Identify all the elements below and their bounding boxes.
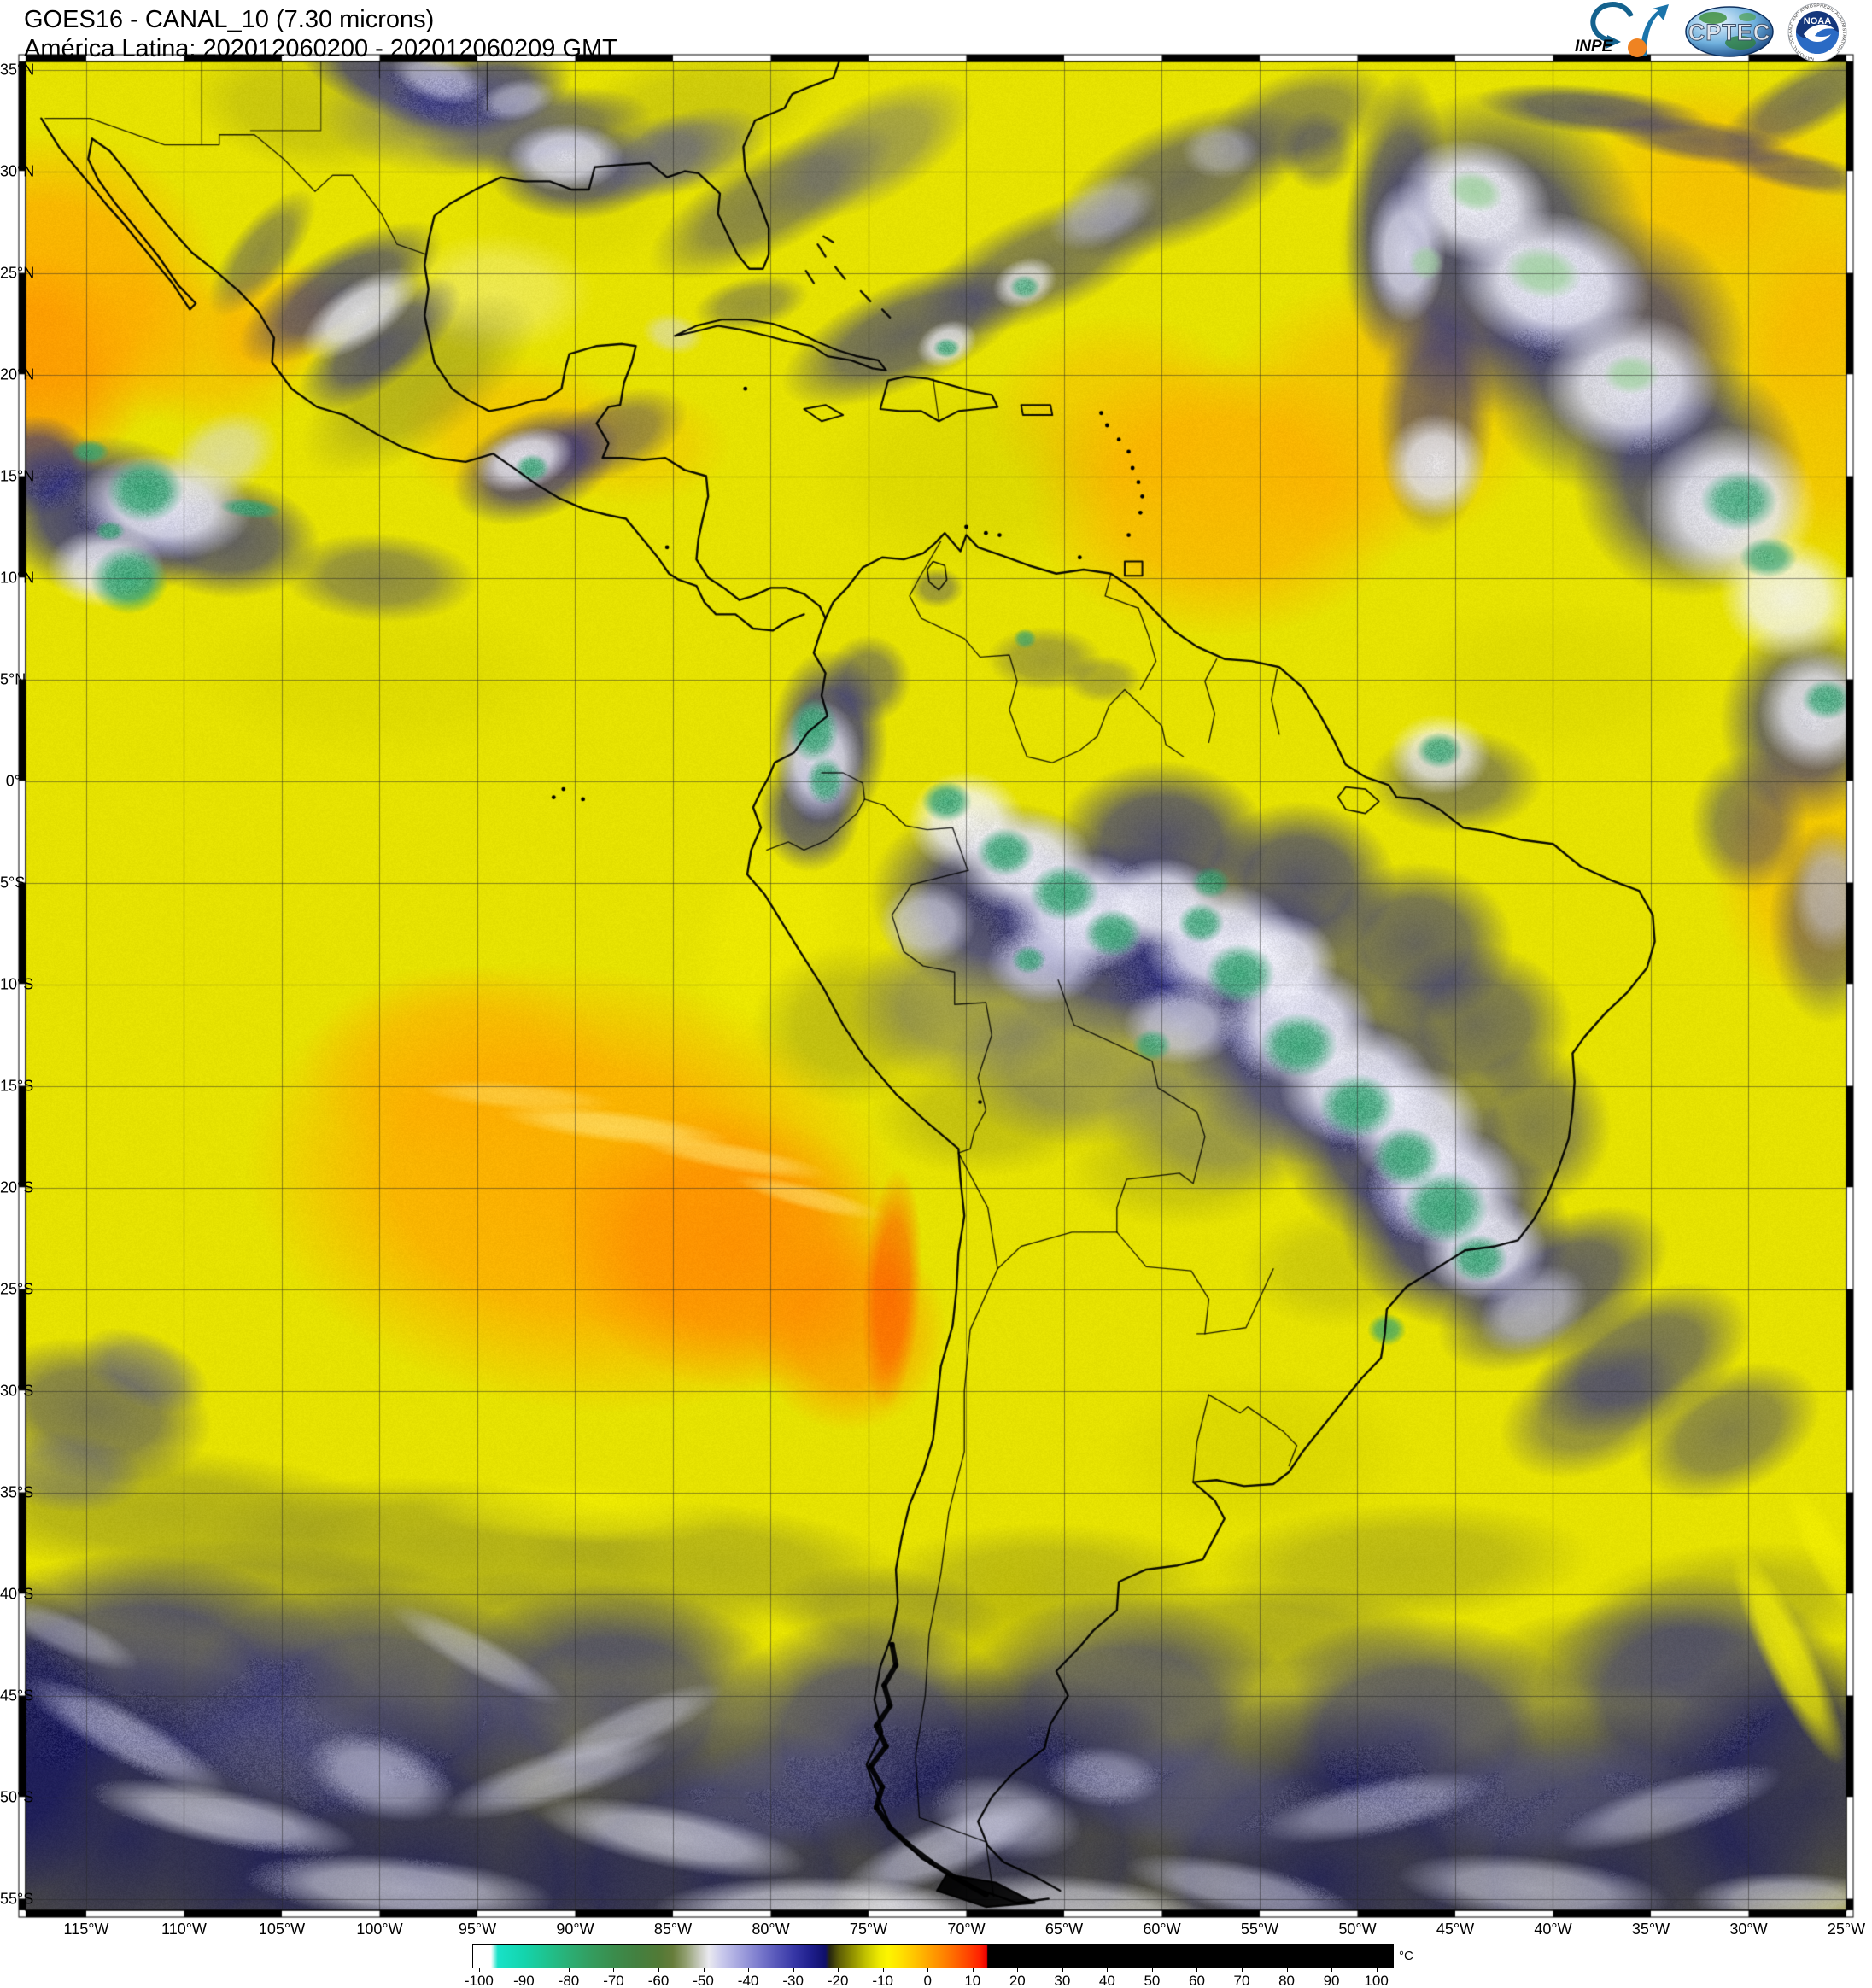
colorbar-tick [1331, 1968, 1333, 1972]
colorbar-tick [658, 1968, 660, 1972]
lat-label: 55°S [0, 1890, 34, 1908]
cptec-logo-icon: CPTEC [1685, 6, 1774, 57]
colorbar-tick [882, 1968, 884, 1972]
colorbar-tick [1062, 1968, 1063, 1972]
colorbar-tick [1196, 1968, 1198, 1972]
colorbar-tick-label: 90 [1323, 1973, 1340, 1988]
page-subtitle: América Latina: 202012060200 - 202012060… [24, 35, 617, 62]
colorbar-tick-label: 60 [1188, 1973, 1205, 1988]
lat-label: 35°S [0, 1483, 34, 1501]
noaa-logo-label: NOAA [1804, 16, 1831, 26]
colorbar-tick-label: -40 [737, 1973, 759, 1988]
lat-label: 35°N [0, 61, 35, 79]
colorbar-tick-label: -10 [872, 1973, 893, 1988]
colorbar-tick-label: -70 [603, 1973, 624, 1988]
cptec-logo-label: CPTEC [1688, 20, 1771, 45]
lat-label: 30°S [0, 1382, 34, 1400]
lon-label: 90°W [556, 1921, 594, 1938]
lon-label: 85°W [653, 1921, 693, 1938]
lat-label: 20°S [0, 1178, 34, 1196]
lat-label: 50°S [0, 1788, 34, 1806]
lat-label: 5°N [0, 670, 26, 688]
colorbar-tick [703, 1968, 705, 1972]
colorbar-tick [838, 1968, 839, 1972]
colorbar-tick [748, 1968, 750, 1972]
lon-label: 30°W [1729, 1921, 1768, 1938]
colorbar-tick [793, 1968, 794, 1972]
lon-label: 65°W [1044, 1921, 1084, 1938]
inpe-logo-label: INPE [1575, 38, 1614, 56]
colorbar-tick-label: 100 [1364, 1973, 1389, 1988]
lon-label: 100°W [356, 1921, 403, 1938]
colorbar-tick-label: -50 [693, 1973, 714, 1988]
colorbar-tick-label: -60 [647, 1973, 670, 1988]
colorbar-tick-label: 40 [1098, 1973, 1115, 1988]
colorbar-tick-label: 30 [1054, 1973, 1071, 1988]
colorbar-tick-label: 20 [1009, 1973, 1026, 1988]
colorbar-tick-label: -80 [558, 1973, 580, 1988]
colorbar-tick-label: 0 [923, 1973, 932, 1988]
lat-label: 5°S [0, 874, 26, 892]
noaa-logo-icon: NATIONAL OCEANIC AND ATMOSPHERIC ADMINIS… [1787, 3, 1847, 62]
lon-label: 70°W [947, 1921, 986, 1938]
lat-label: 25°N [0, 264, 35, 282]
lon-label: 45°W [1436, 1921, 1475, 1938]
lat-label: 0° [5, 772, 20, 790]
lat-label: 30°N [0, 162, 35, 180]
colorbar-tick-label: -20 [827, 1973, 849, 1988]
colorbar-tick-label: 50 [1144, 1973, 1161, 1988]
lon-label: 95°W [458, 1921, 497, 1938]
colorbar-gradient [473, 1945, 1393, 1968]
lat-label: 45°S [0, 1687, 34, 1704]
temperature-colorbar [472, 1944, 1394, 1968]
lat-label: 10°N [0, 569, 35, 587]
lat-label: 40°S [0, 1585, 34, 1603]
lon-label: 105°W [258, 1921, 306, 1938]
colorbar-tick-label: -90 [513, 1973, 535, 1988]
colorbar-tick [1376, 1968, 1378, 1972]
lat-label: 15°N [0, 467, 35, 485]
colorbar-tick-label: -30 [782, 1973, 804, 1988]
lon-label: 35°W [1631, 1921, 1670, 1938]
colorbar-tick [1017, 1968, 1019, 1972]
colorbar-tick [1107, 1968, 1109, 1972]
inpe-logo-icon: INPE [1575, 2, 1669, 57]
lon-label: 80°W [752, 1921, 790, 1938]
colorbar-tick [1151, 1968, 1153, 1972]
colorbar-tick [1242, 1968, 1243, 1972]
page-title: GOES16 - CANAL_10 (7.30 microns) [24, 6, 435, 33]
colorbar-tick [478, 1968, 480, 1972]
colorbar-tick [568, 1968, 570, 1972]
colorbar-tick [613, 1968, 615, 1972]
lon-label: 25°W [1827, 1921, 1866, 1938]
lat-label: 15°S [0, 1077, 34, 1095]
lon-label: 75°W [849, 1921, 888, 1938]
lon-label: 50°W [1338, 1921, 1377, 1938]
colorbar-tick [1286, 1968, 1288, 1972]
colorbar-unit-label: °C [1399, 1949, 1413, 1963]
colorbar-tick [972, 1968, 974, 1972]
colorbar-tick-label: -100 [464, 1973, 494, 1988]
colorbar-tick-label: 70 [1233, 1973, 1250, 1988]
colorbar-tick-label: 80 [1278, 1973, 1295, 1988]
lon-label: 55°W [1240, 1921, 1279, 1938]
lon-label: 115°W [63, 1921, 109, 1938]
lat-label: 10°S [0, 975, 34, 993]
lon-label: 110°W [161, 1921, 207, 1938]
colorbar-tick-label: 10 [964, 1973, 981, 1988]
lat-label: 20°N [0, 365, 35, 383]
lat-label: 25°S [0, 1280, 34, 1298]
lon-label: 40°W [1534, 1921, 1572, 1938]
colorbar-tick [927, 1968, 929, 1972]
lon-label: 60°W [1143, 1921, 1181, 1938]
